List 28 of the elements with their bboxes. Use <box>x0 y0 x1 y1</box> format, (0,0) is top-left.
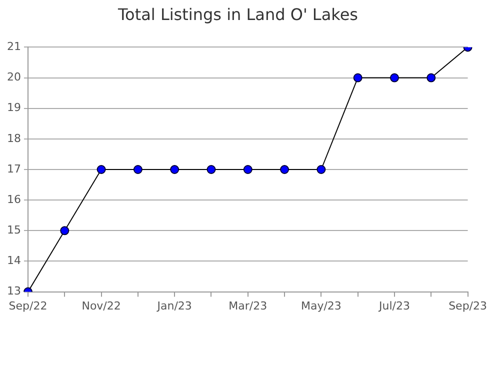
point <box>60 226 70 236</box>
x-tick-label: Sep/22 <box>8 299 48 312</box>
point <box>316 165 326 174</box>
y-tick-label: 17 <box>6 162 21 176</box>
x-tick-label: Mar/23 <box>228 299 268 312</box>
point <box>280 165 290 174</box>
y-tick-label: 21 <box>6 40 21 54</box>
y-tick-label: 20 <box>6 70 21 84</box>
y-tick-label: 16 <box>6 192 21 206</box>
x-tick-label: May/23 <box>300 299 342 312</box>
point <box>170 165 180 174</box>
x-tick-label: Sep/23 <box>448 299 487 312</box>
point <box>426 73 436 82</box>
x-tick-label: Nov/22 <box>82 299 121 312</box>
point <box>133 165 142 174</box>
point <box>96 165 106 174</box>
chart-title: Total Listings in Land O' Lakes <box>116 4 358 24</box>
y-tick-label: 14 <box>6 254 21 268</box>
y-tick-label: 19 <box>6 101 21 114</box>
point <box>353 73 362 82</box>
x-tick-label: Jan/23 <box>156 299 192 312</box>
point <box>390 73 399 82</box>
x-tick-label: Jul/23 <box>378 299 410 312</box>
point <box>206 165 216 174</box>
y-tick-label: 13 <box>6 284 21 298</box>
y-tick-label: 15 <box>6 224 21 237</box>
y-tick-label: 18 <box>6 132 21 145</box>
point <box>243 165 252 174</box>
